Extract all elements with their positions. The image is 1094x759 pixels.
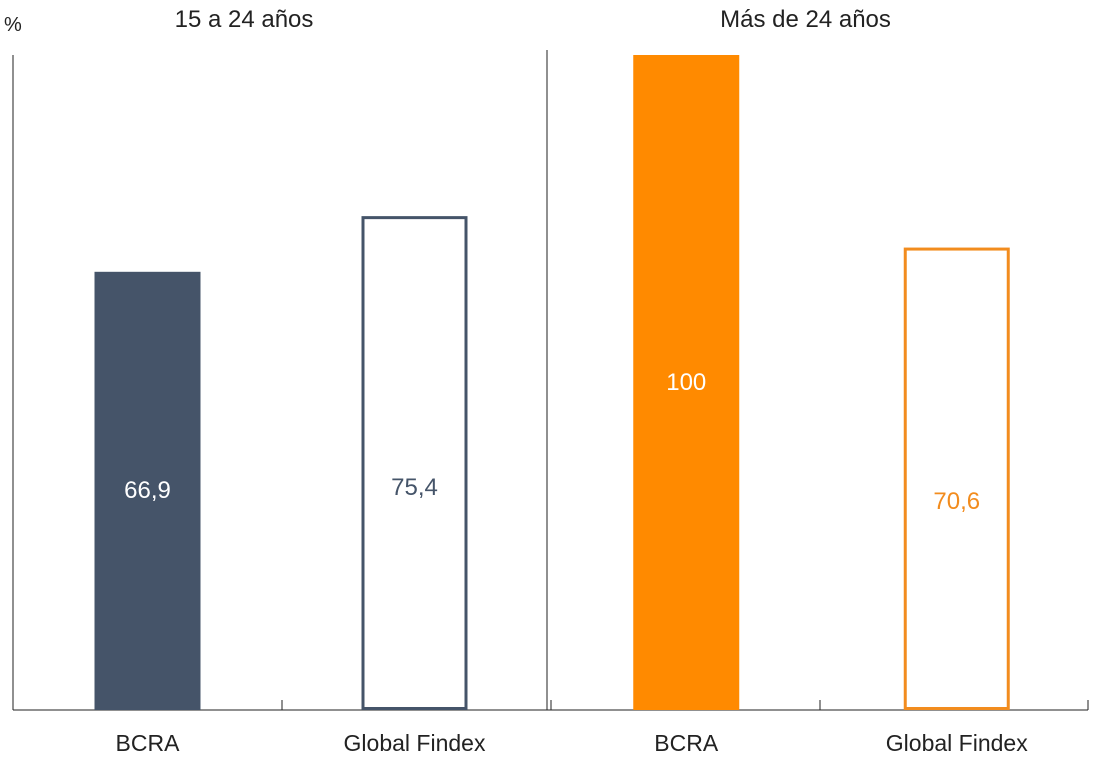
category-tick-label: Global Findex bbox=[343, 730, 486, 756]
bar-value-label: 100 bbox=[666, 368, 707, 396]
bar-value-label: 66,9 bbox=[124, 476, 171, 504]
bar-global-findex bbox=[903, 247, 1010, 710]
bar-value-label: 70,6 bbox=[933, 487, 981, 515]
bar-value-label: 75,4 bbox=[391, 473, 438, 501]
panel-title: 15 a 24 años bbox=[174, 6, 314, 33]
category-tick-label: BCRA bbox=[654, 730, 719, 756]
bar-global-findex bbox=[361, 216, 468, 710]
bar-bcra bbox=[94, 271, 201, 710]
y-unit-label: % bbox=[4, 14, 22, 36]
category-tick-label: BCRA bbox=[115, 730, 180, 756]
bar-bcra bbox=[633, 55, 740, 710]
category-tick-label: Global Findex bbox=[885, 730, 1028, 756]
panel-title: Más de 24 años bbox=[720, 6, 891, 33]
